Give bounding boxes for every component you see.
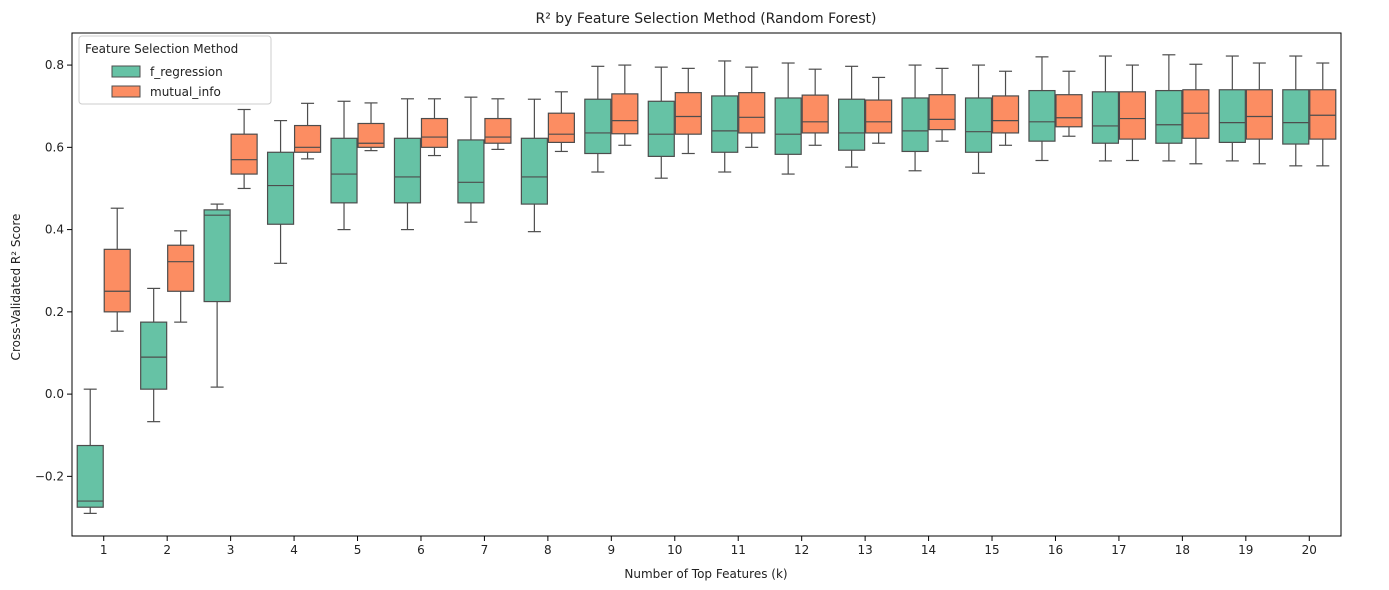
x-tick-label-20: 20 [1302,543,1317,557]
box-f-regression-5 [330,137,358,204]
y-tick-label-5: 0.8 [45,58,64,72]
x-tick-label-11: 11 [731,543,746,557]
box-mutual-info-11 [738,92,766,134]
box-f-regression-11 [711,95,739,153]
box-f-regression-14 [901,97,929,153]
x-axis-label: Number of Top Features (k) [624,567,787,581]
box-f-regression-2 [140,321,168,390]
box-f-regression-1 [76,444,104,508]
y-tick-label-2: 0.2 [45,305,64,319]
box-f-regression-18 [1155,89,1183,144]
x-tick-label-12: 12 [794,543,809,557]
x-tick-label-4: 4 [290,543,298,557]
box-mutual-info-18 [1182,89,1210,139]
x-tick-label-15: 15 [984,543,999,557]
legend-title: Feature Selection Method [85,42,238,56]
box-f-regression-10 [647,100,675,157]
x-tick-label-18: 18 [1175,543,1190,557]
box-f-regression-13 [838,98,866,151]
box-f-regression-9 [584,98,612,155]
box-mutual-info-9 [611,93,639,135]
y-tick-label-0: −0.2 [35,469,64,483]
x-tick-label-17: 17 [1111,543,1126,557]
axes-frame [71,32,1342,537]
x-tick-label-9: 9 [608,543,616,557]
x-tick-label-13: 13 [857,543,872,557]
box-mutual-info-10 [674,92,702,135]
legend: Feature Selection Method f_regression mu… [78,35,272,105]
box-mutual-info-16 [1055,94,1083,128]
plot-area: −0.20.00.20.40.60.81 2 3 4 5 6 7 8 9 10 11 12 13 14 15… [35,32,1342,557]
box-f-regression-16 [1028,89,1056,142]
x-tick-label-2: 2 [163,543,171,557]
box-mutual-info-3 [230,133,258,175]
box-mutual-info-5 [357,122,385,148]
y-tick-label-1: 0.0 [45,387,64,401]
y-axis-label: Cross-Validated R² Score [9,214,23,361]
box-mutual-info-14 [928,94,956,131]
box-f-regression-12 [774,97,802,155]
legend-label-f-regression: f_regression [150,65,223,79]
x-tick-label-3: 3 [227,543,235,557]
box-mutual-info-7 [484,117,512,144]
box-f-regression-8 [520,137,548,205]
box-mutual-info-6 [420,117,449,148]
box-f-regression-7 [457,139,485,204]
box-f-regression-3 [203,209,231,303]
x-tick-label-16: 16 [1048,543,1063,557]
box-mutual-info-17 [1118,91,1147,140]
box-f-regression-6 [393,137,422,204]
x-tick-label-6: 6 [417,543,425,557]
x-tick-label-7: 7 [481,543,489,557]
box-mutual-info-1 [103,248,131,313]
chart-title: R² by Feature Selection Method (Random F… [536,11,877,27]
legend-swatch-f-regression [111,65,141,78]
box-mutual-info-13 [865,99,893,134]
x-tick-label-5: 5 [354,543,362,557]
x-tick-label-14: 14 [921,543,936,557]
box-f-regression-15 [964,97,993,153]
box-mutual-info-20 [1309,89,1337,140]
box-mutual-info-8 [547,112,575,144]
x-tick-label-10: 10 [667,543,682,557]
box-f-regression-20 [1282,89,1310,145]
y-tick-label-3: 0.4 [45,223,64,237]
x-tick-label-8: 8 [544,543,552,557]
box-mutual-info-2 [167,244,195,292]
box-f-regression-4 [266,151,295,225]
box-f-regression-17 [1091,91,1120,144]
x-tick-label-1: 1 [100,543,108,557]
box-mutual-info-4 [293,124,322,153]
box-mutual-info-19 [1245,89,1273,140]
y-tick-label-4: 0.6 [45,140,64,154]
legend-swatch-mutual-info [111,85,141,98]
box-f-regression-19 [1218,89,1246,144]
legend-label-mutual-info: mutual_info [150,85,221,99]
box-mutual-info-12 [801,94,829,134]
x-tick-label-19: 19 [1238,543,1253,557]
box-mutual-info-15 [991,95,1020,134]
